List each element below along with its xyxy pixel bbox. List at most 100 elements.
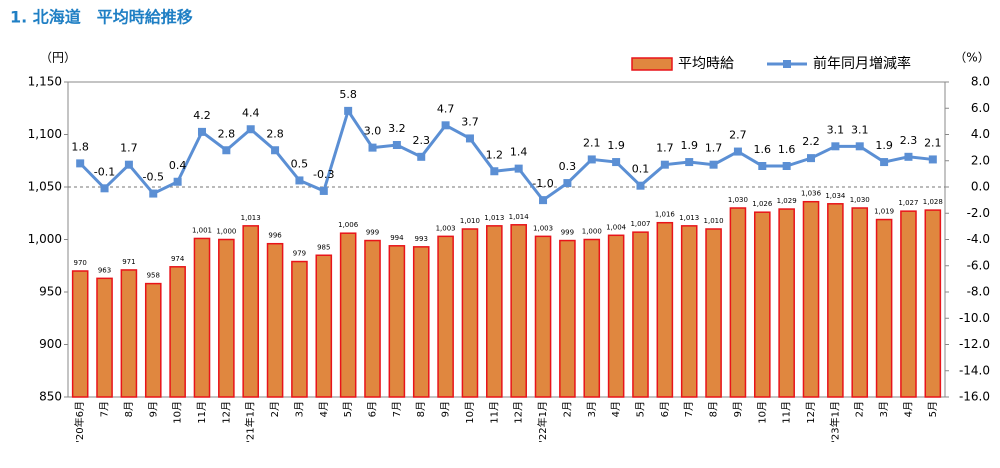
y2-tick-label: -8.0	[967, 285, 990, 299]
line-value-label: 3.0	[364, 125, 382, 138]
x-tick-label: 3月	[293, 401, 305, 417]
line-value-label: 1.6	[754, 143, 772, 156]
x-tick-label: '21年1月	[244, 401, 257, 443]
x-tick-label: 10月	[464, 401, 476, 424]
line-value-label: 3.7	[461, 115, 479, 128]
bar-value-label: 1,000	[582, 228, 602, 236]
line	[79, 107, 933, 203]
y2-tick-label: -6.0	[967, 258, 990, 272]
bar-value-label: 1,036	[801, 190, 822, 198]
line-marker	[758, 162, 767, 170]
bar	[778, 208, 795, 398]
y2-tick-label: -4.0	[967, 232, 990, 246]
bar-value-label: 1,026	[752, 200, 773, 208]
bar-value-label: 1,004	[606, 223, 627, 231]
bar	[291, 260, 308, 398]
y2-tick-label: 2.0	[971, 153, 990, 167]
line-marker	[197, 127, 206, 136]
line-value-label: 1.7	[705, 142, 723, 155]
line-marker	[660, 160, 669, 169]
x-tick-label: 12月	[513, 401, 525, 424]
x-tick-label: 3月	[878, 401, 890, 417]
bar	[607, 234, 625, 398]
x-tick-label: 11月	[196, 401, 208, 424]
line-marker	[782, 162, 791, 170]
bar	[680, 225, 698, 398]
x-tick-label: 6月	[659, 401, 671, 417]
bar-value-label: 1,034	[825, 192, 846, 200]
x-tick-label: 9月	[440, 401, 452, 417]
x-tick-label: 5月	[634, 401, 646, 417]
bar	[827, 203, 844, 398]
y2-tick-label: -10.0	[959, 311, 990, 325]
bar	[656, 221, 674, 398]
line-marker	[319, 186, 328, 195]
bar-value-label: 1,019	[874, 208, 894, 216]
line-value-label: 3.2	[388, 122, 406, 135]
x-tick-label: 7月	[683, 401, 695, 417]
line-value-label: 1.7	[120, 142, 138, 155]
line-value-label: 2.2	[802, 135, 820, 148]
bar-value-label: 999	[366, 229, 379, 237]
line-value-label: 1.8	[71, 140, 89, 153]
bar	[632, 231, 649, 398]
line-marker	[222, 146, 231, 155]
line-value-label: -0.1	[94, 165, 115, 178]
line-marker	[124, 160, 133, 169]
line-value-label: -0.5	[143, 171, 164, 184]
line-value-label: 2.3	[900, 134, 918, 147]
x-tick-label: 11月	[488, 401, 500, 424]
line-value-label: 2.7	[729, 129, 747, 142]
x-tick-label: 4月	[610, 401, 622, 417]
bar	[315, 254, 333, 398]
bar-value-label: 1,003	[436, 224, 456, 232]
x-tick-label: '20年6月	[73, 401, 86, 443]
bar	[753, 211, 771, 398]
y-tick-label: 850	[39, 390, 62, 404]
bar	[583, 238, 601, 398]
bar-value-label: 963	[98, 266, 111, 274]
bar	[924, 209, 942, 398]
x-tick-label: 7月	[99, 401, 111, 417]
line-marker	[709, 160, 718, 169]
line-marker	[685, 158, 694, 167]
line-value-label: 0.3	[559, 160, 577, 173]
bar	[534, 235, 552, 398]
line-marker	[76, 159, 85, 168]
bar-value-label: 994	[390, 234, 404, 242]
line-marker	[173, 177, 182, 186]
bar-value-label: 1,030	[850, 196, 870, 204]
line-marker	[441, 121, 450, 130]
bar-value-label: 996	[268, 232, 282, 240]
bar-value-label: 999	[561, 229, 574, 237]
line-value-label: 2.1	[583, 136, 601, 149]
x-tick-label: 8月	[415, 401, 427, 417]
y-axis-label: （円）	[40, 51, 76, 65]
x-tick-label: '22年1月	[536, 401, 549, 443]
x-tick-label: 9月	[732, 401, 744, 417]
line-value-label: 2.8	[266, 127, 284, 140]
bar	[461, 228, 479, 398]
x-tick-label: 11月	[781, 401, 793, 424]
x-tick-label: 7月	[391, 401, 403, 417]
line-value-label: 0.1	[632, 163, 650, 176]
bar	[339, 232, 357, 398]
line-marker	[368, 143, 377, 152]
bar-value-label: 1,013	[241, 214, 261, 222]
line-value-label: 1.7	[656, 142, 674, 155]
line-marker	[295, 176, 304, 185]
legend-label: 平均時給	[678, 56, 734, 72]
line-value-label: 2.1	[924, 136, 942, 149]
line-marker	[417, 152, 426, 161]
x-tick-label: 10月	[172, 401, 184, 424]
bar	[144, 282, 162, 398]
bar	[729, 207, 747, 398]
bar-value-label: 970	[73, 259, 86, 267]
line-value-label: 1.9	[875, 139, 893, 152]
bar	[193, 237, 211, 398]
x-tick-label: 5月	[342, 401, 354, 417]
legend-swatch	[783, 60, 791, 68]
line-marker	[344, 106, 353, 115]
bar-value-label: 1,006	[338, 221, 359, 229]
line-marker	[490, 167, 499, 176]
